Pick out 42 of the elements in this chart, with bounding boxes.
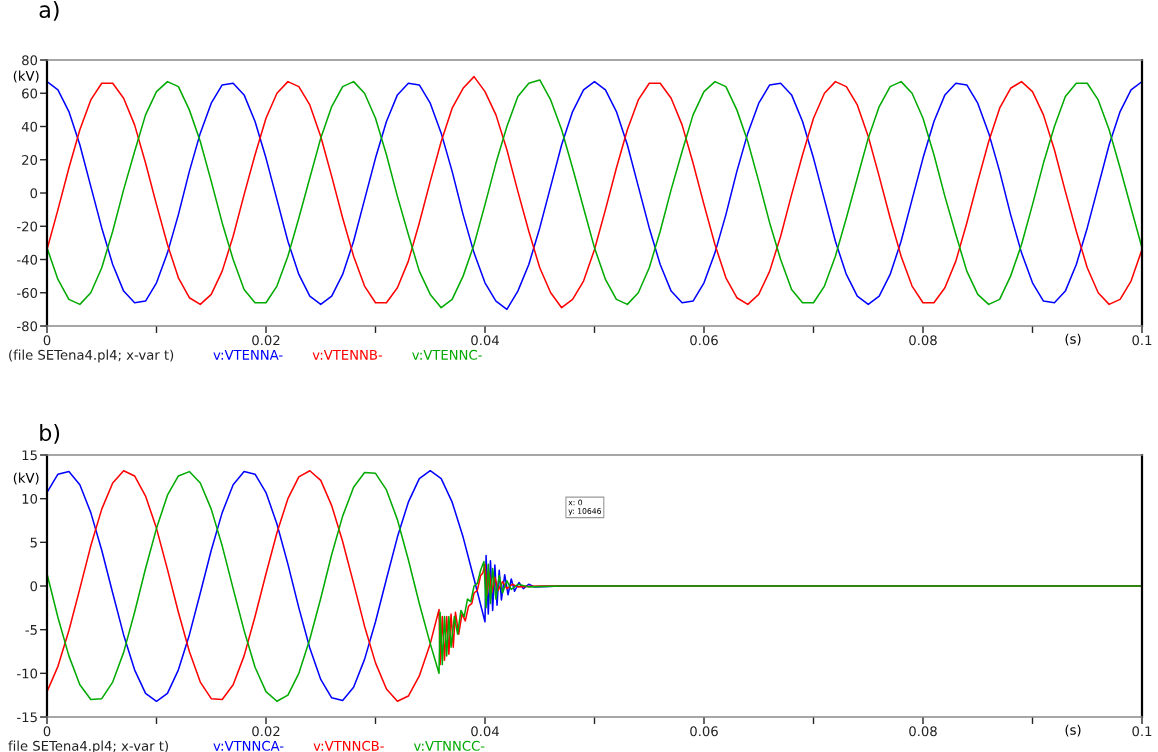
y-axis-title: (kV): [13, 472, 39, 485]
chart-title: b): [40, 423, 60, 444]
y-tick-label: 0: [30, 188, 38, 199]
y-tick-label: -10: [17, 668, 38, 679]
x-tick-label: 0.06: [690, 335, 718, 346]
text: v:VTENNA-: [213, 350, 283, 360]
y-tick-label: -80: [17, 321, 38, 332]
x-tick-label: 0.1: [1132, 335, 1152, 346]
x-tick-label: 0.08: [909, 335, 937, 346]
y-tick-label: -60: [17, 287, 38, 298]
y-tick-label: 40: [21, 121, 38, 132]
y-tick-label: 60: [22, 88, 38, 99]
x-tick-label: 0: [43, 726, 51, 737]
x-tick-label: 0.08: [909, 726, 937, 737]
x-axis-title: (s): [1065, 333, 1081, 346]
y-tick-label: -5: [25, 625, 37, 635]
y-tick-label: -40: [17, 254, 38, 265]
x-tick-label: 0.02: [252, 726, 280, 737]
text: v:VTENNC-: [412, 349, 482, 360]
line-series: [47, 469, 1142, 703]
y-tick-label: 5: [30, 537, 37, 548]
x-tick-label: 0.02: [252, 335, 280, 346]
y-tick-label: 10: [22, 493, 38, 504]
text: v:VTNNCA-: [213, 740, 284, 751]
y-tick-label: 20: [22, 154, 38, 165]
text: v:VTNNCC-: [413, 740, 485, 751]
y-tick-label: 0: [30, 581, 38, 592]
chart-title: a): [39, 0, 59, 21]
x-tick-label: 0.04: [471, 726, 499, 737]
x-tick-label: 0.04: [471, 335, 499, 346]
x-tick-label: 0.1: [1132, 726, 1152, 737]
y-tick-label: -20: [17, 221, 38, 232]
x-axis-title: (s): [1065, 724, 1081, 737]
y-tick-label: 80: [22, 55, 38, 66]
text: (file SETena4.pl4; x-var t): [9, 349, 174, 363]
y-tick-label: 15: [22, 450, 37, 461]
y-axis-title: (kV): [13, 70, 39, 83]
x-tick-label: 0.06: [690, 726, 718, 737]
text: v:VTNNCB-: [313, 740, 384, 751]
x-tick-label: 0: [43, 335, 51, 346]
y-tick-label: -15: [17, 712, 37, 723]
text: v:VTENNB-: [312, 350, 383, 360]
